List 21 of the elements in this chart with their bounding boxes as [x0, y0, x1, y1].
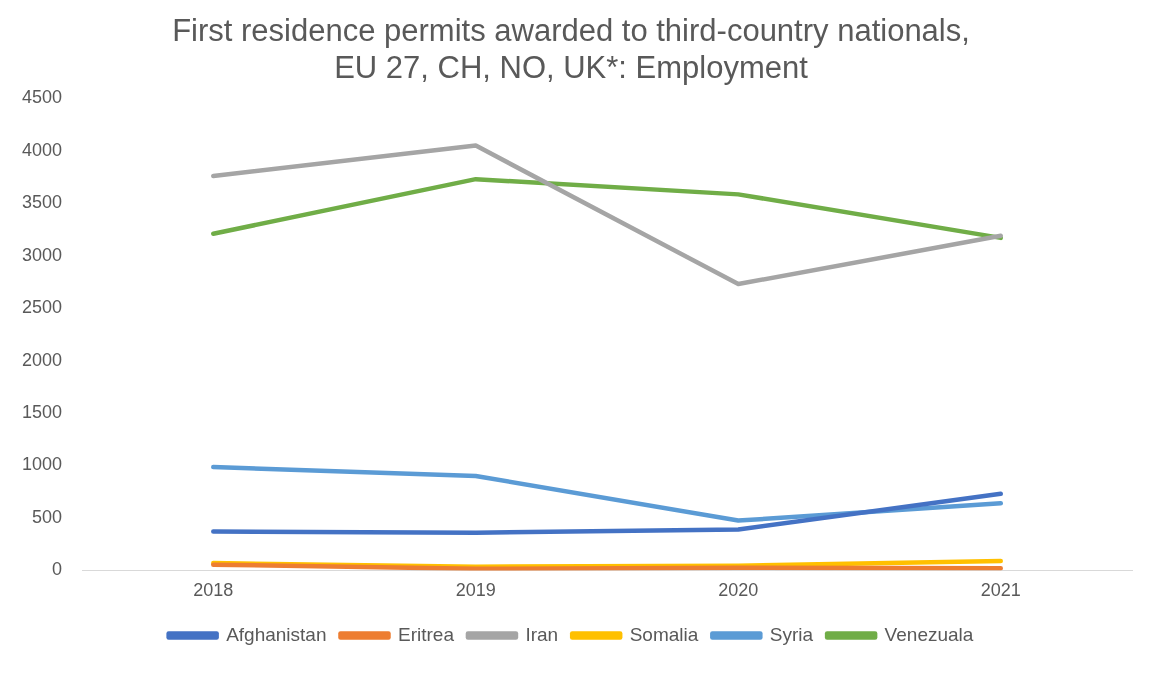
y-tick-label: 4500 [22, 87, 63, 108]
legend-label: Afghanistan [226, 623, 327, 645]
chart-title: First residence permits awarded to third-country nationals, EU 27, CH, NO, UK*: Employment [172, 13, 970, 86]
y-tick-label: 2000 [22, 349, 63, 370]
y-tick-label: 1500 [22, 402, 63, 423]
y-tick-label: 1000 [22, 454, 63, 475]
x-tick-label: 2018 [193, 580, 234, 601]
legend-label: Syria [769, 623, 814, 645]
y-tick-label: 0 [52, 559, 63, 580]
y-tick-label: 3000 [22, 244, 63, 265]
legend-label: Venezuala [884, 623, 974, 645]
legend-label: Somalia [629, 623, 699, 645]
x-tick-label: 2021 [980, 580, 1021, 601]
legend-label: Iran [525, 623, 559, 645]
legend-label: Eritrea [397, 623, 455, 645]
x-tick-label: 2019 [455, 580, 496, 601]
y-tick-label: 4000 [22, 139, 63, 160]
y-tick-label: 500 [32, 506, 63, 527]
x-tick-label: 2020 [718, 580, 759, 601]
y-tick-label: 2500 [22, 297, 63, 318]
y-tick-label: 3500 [22, 192, 63, 213]
